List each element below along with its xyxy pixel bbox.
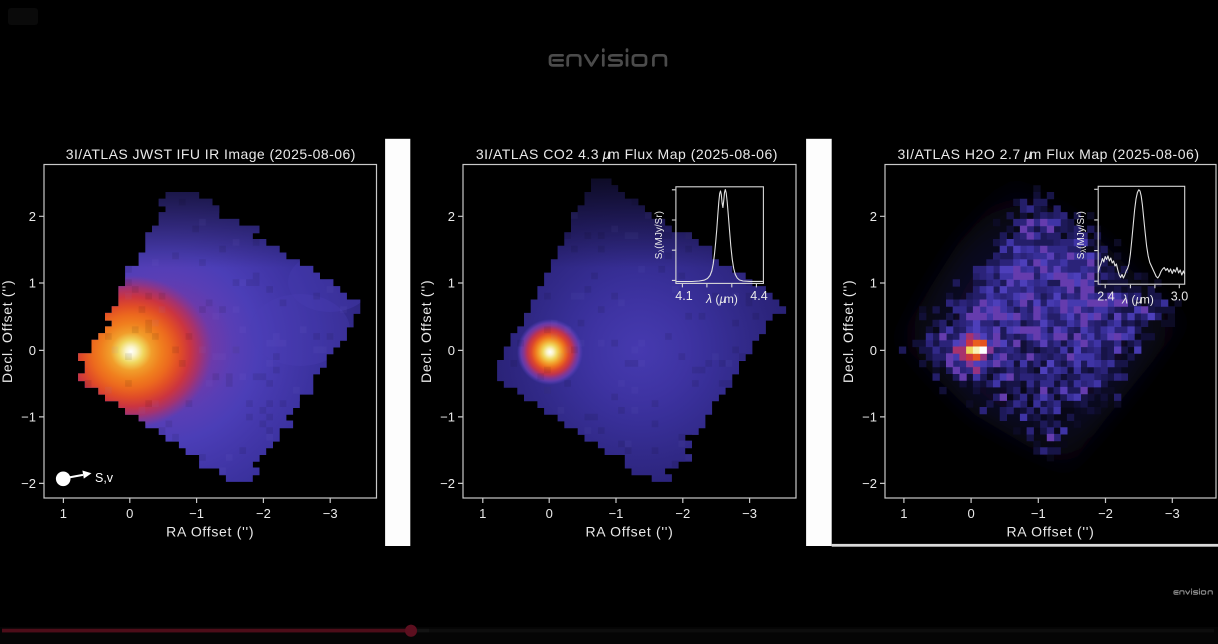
svg-text:3I/ATLAS H2O 2.7 µm Flux Map (: 3I/ATLAS H2O 2.7 µm Flux Map (2025-08-06… [897,146,1199,162]
svg-text:S,v: S,v [95,471,114,485]
svg-text:4.1: 4.1 [675,289,692,303]
svg-text:Decl. Offset (''): Decl. Offset ('') [0,280,15,383]
svg-text:RA Offset (''): RA Offset ('') [166,524,254,540]
svg-text:−1: −1 [862,410,877,425]
svg-text:1: 1 [900,506,907,521]
svg-text:RA Offset (''): RA Offset ('') [585,524,673,540]
svg-text:−2: −2 [675,506,690,521]
svg-text:1: 1 [870,276,877,291]
svg-text:0: 0 [126,506,133,521]
svg-text:−2: −2 [256,506,271,521]
svg-text:λ (µm): λ (µm) [705,292,738,306]
svg-text:−3: −3 [1165,506,1180,521]
svg-text:3I/ATLAS JWST IFU IR Image (20: 3I/ATLAS JWST IFU IR Image (2025-08-06) [66,146,356,162]
svg-text:3.0: 3.0 [1171,290,1188,304]
svg-text:−3: −3 [323,506,338,521]
svg-text:−1: −1 [21,410,36,425]
svg-text:4.4: 4.4 [750,289,767,303]
svg-text:λ (µm): λ (µm) [1121,293,1154,307]
svg-text:−2: −2 [440,476,455,491]
svg-text:−1: −1 [189,506,204,521]
svg-text:2: 2 [870,209,877,224]
svg-text:−1: −1 [440,410,455,425]
svg-text:1: 1 [479,506,486,521]
svg-text:−2: −2 [21,476,36,491]
svg-text:−1: −1 [1031,506,1046,521]
svg-text:−2: −2 [1098,506,1113,521]
svg-text:Decl. Offset (''): Decl. Offset ('') [840,280,856,383]
svg-text:2.4: 2.4 [1097,290,1114,304]
svg-text:RA Offset (''): RA Offset ('') [1006,524,1094,540]
svg-text:0: 0 [967,506,974,521]
svg-text:Sλ(MJy/Sr): Sλ(MJy/Sr) [1076,211,1088,259]
svg-text:Sλ(MJy/Sr): Sλ(MJy/Sr) [654,211,666,259]
svg-text:0: 0 [448,343,455,358]
svg-text:−2: −2 [862,476,877,491]
svg-text:2: 2 [448,209,455,224]
svg-text:2: 2 [29,209,36,224]
svg-text:−1: −1 [609,506,624,521]
svg-text:0: 0 [29,343,36,358]
svg-text:0: 0 [546,506,553,521]
svg-text:1: 1 [29,276,36,291]
svg-text:Decl. Offset (''): Decl. Offset ('') [418,280,434,383]
svg-text:1: 1 [448,276,455,291]
svg-text:0: 0 [870,343,877,358]
svg-text:3I/ATLAS CO2 4.3 µm Flux Map (: 3I/ATLAS CO2 4.3 µm Flux Map (2025-08-06… [476,146,778,162]
svg-text:−3: −3 [742,506,757,521]
svg-text:1: 1 [60,506,67,521]
